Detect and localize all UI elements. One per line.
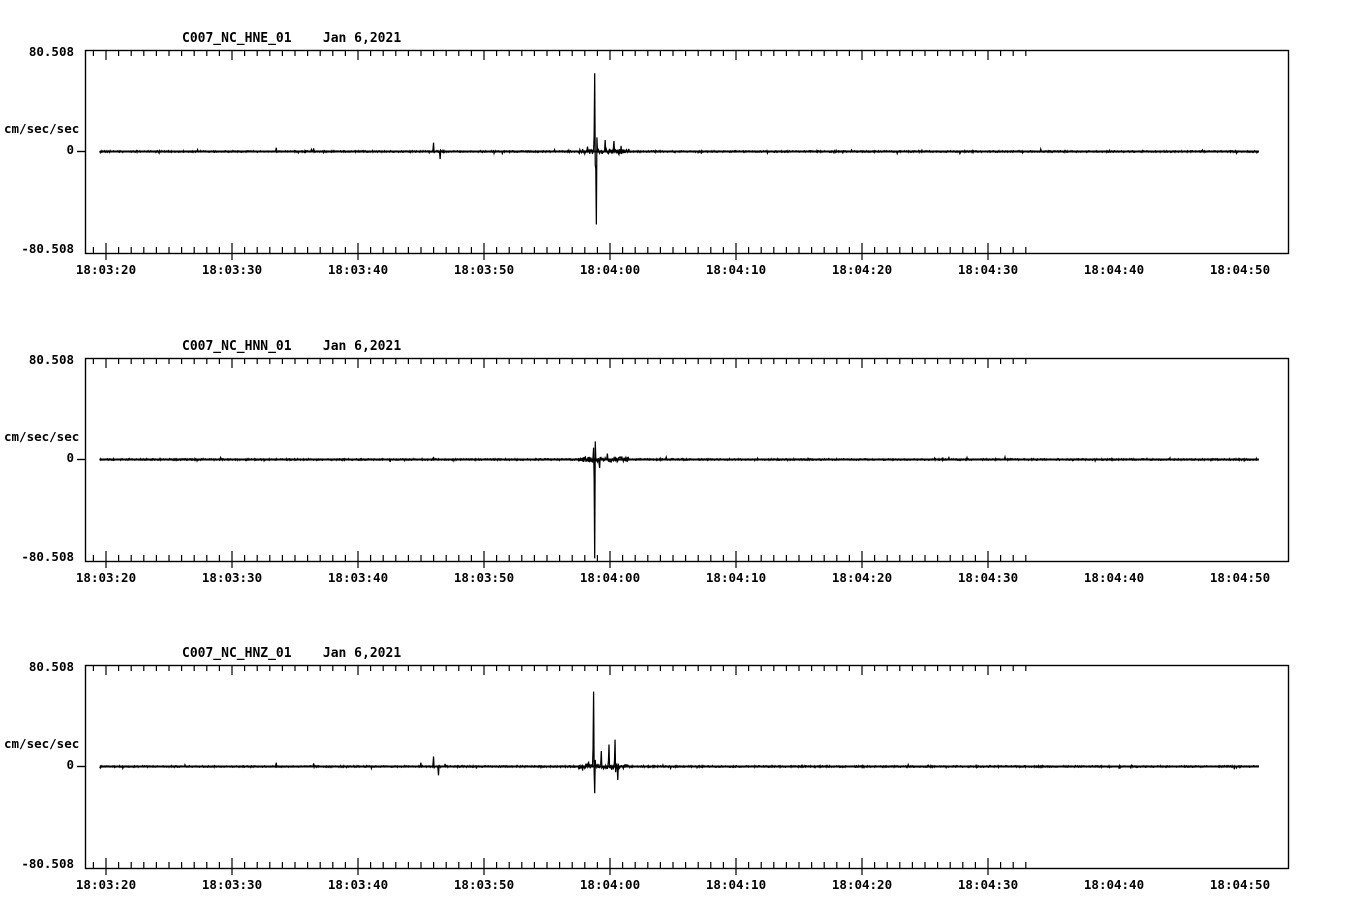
panel-hne: C007_NC_HNE_01 Jan 6,2021 cm/sec/sec 80.… xyxy=(0,0,1358,300)
x-tick-label: 18:04:30 xyxy=(957,877,1019,892)
y-tick-top-hnn: 80.508 xyxy=(28,352,74,367)
x-tick-label: 18:03:50 xyxy=(453,262,515,277)
x-tick-label: 18:04:50 xyxy=(1209,262,1271,277)
y-tick-top-hne: 80.508 xyxy=(28,44,74,59)
x-tick-label: 18:04:10 xyxy=(705,262,767,277)
panel-title-hnz: C007_NC_HNZ_01 Jan 6,2021 xyxy=(182,646,402,661)
x-tick-label: 18:04:50 xyxy=(1209,570,1271,585)
x-tick-label: 18:03:50 xyxy=(453,570,515,585)
x-tick-label: 18:04:30 xyxy=(957,262,1019,277)
x-tick-label: 18:04:10 xyxy=(705,877,767,892)
panel-title-hne: C007_NC_HNE_01 Jan 6,2021 xyxy=(182,31,402,46)
x-tick-label: 18:04:40 xyxy=(1083,262,1145,277)
y-tick-bottom-hnz: -80.508 xyxy=(21,856,74,871)
x-tick-label: 18:03:30 xyxy=(201,262,263,277)
x-tick-label: 18:03:30 xyxy=(201,877,263,892)
y-tick-zero-hnz: 0 xyxy=(66,757,74,772)
x-tick-label: 18:04:00 xyxy=(579,570,641,585)
x-tick-label: 18:03:40 xyxy=(327,570,389,585)
x-tick-label: 18:04:40 xyxy=(1083,877,1145,892)
y-tick-zero-hnn: 0 xyxy=(66,450,74,465)
y-tick-bottom-hne: -80.508 xyxy=(21,241,74,256)
x-tick-label: 18:04:50 xyxy=(1209,877,1271,892)
y-tick-bottom-hnn: -80.508 xyxy=(21,549,74,564)
x-tick-label: 18:04:10 xyxy=(705,570,767,585)
x-tick-label: 18:03:30 xyxy=(201,570,263,585)
plot-area-hnz xyxy=(77,664,1290,875)
plot-area-hne xyxy=(77,49,1290,260)
plot-area-hnn xyxy=(77,357,1290,568)
x-tick-label: 18:04:00 xyxy=(579,262,641,277)
panel-hnn: C007_NC_HNN_01 Jan 6,2021 cm/sec/sec 80.… xyxy=(0,308,1358,608)
x-tick-label: 18:03:40 xyxy=(327,262,389,277)
y-tick-top-hnz: 80.508 xyxy=(28,659,74,674)
x-tick-label: 18:03:20 xyxy=(75,570,137,585)
x-tick-label: 18:04:00 xyxy=(579,877,641,892)
x-tick-label: 18:03:40 xyxy=(327,877,389,892)
y-axis-units-label-hnz: cm/sec/sec xyxy=(4,736,80,751)
x-tick-label: 18:04:20 xyxy=(831,877,893,892)
x-tick-label: 18:03:20 xyxy=(75,877,137,892)
panel-hnz: C007_NC_HNZ_01 Jan 6,2021 cm/sec/sec 80.… xyxy=(0,615,1358,924)
x-tick-label: 18:04:20 xyxy=(831,570,893,585)
panel-title-hnn: C007_NC_HNN_01 Jan 6,2021 xyxy=(182,339,402,354)
x-tick-label: 18:03:20 xyxy=(75,262,137,277)
y-axis-units-label-hne: cm/sec/sec xyxy=(4,121,80,136)
x-tick-label: 18:04:20 xyxy=(831,262,893,277)
x-tick-label: 18:03:50 xyxy=(453,877,515,892)
x-tick-label: 18:04:30 xyxy=(957,570,1019,585)
x-tick-label: 18:04:40 xyxy=(1083,570,1145,585)
y-axis-units-label-hnn: cm/sec/sec xyxy=(4,429,80,444)
y-tick-zero-hne: 0 xyxy=(66,142,74,157)
